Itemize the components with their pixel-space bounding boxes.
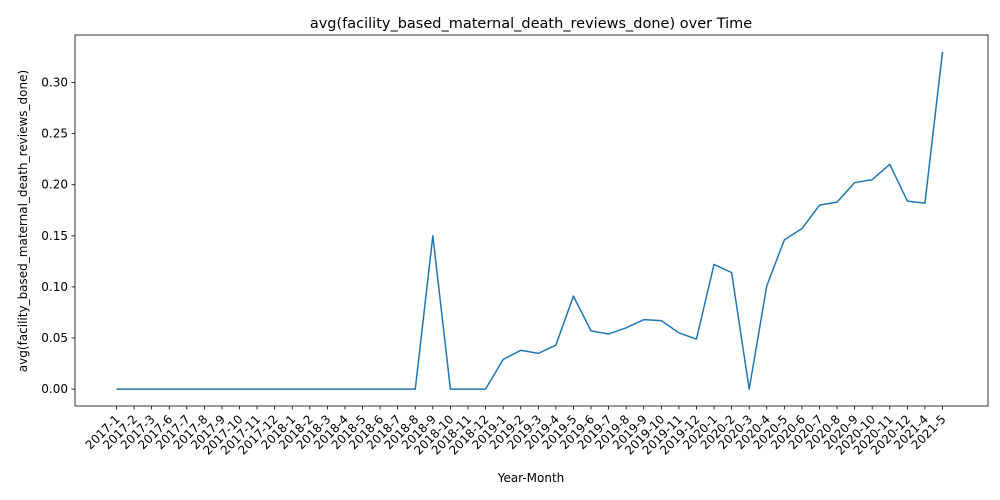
y-tick-label: 0.15 <box>41 229 68 243</box>
y-tick-label: 0.20 <box>41 178 68 192</box>
axes-frame <box>74 34 989 407</box>
y-axis-label: avg(facility_based_maternal_death_review… <box>16 70 30 372</box>
y-tick-label: 0.30 <box>41 76 68 90</box>
y-tick-label: 0.00 <box>41 382 68 396</box>
chart-title: avg(facility_based_maternal_death_review… <box>310 16 752 32</box>
y-tick-label: 0.05 <box>41 331 68 345</box>
plot-area: 0.000.050.100.150.200.250.302017-12017-2… <box>41 34 989 458</box>
y-tick-label: 0.25 <box>41 127 68 141</box>
series-line <box>116 51 944 390</box>
x-axis-label: Year-Month <box>497 471 565 485</box>
y-tick-label: 0.10 <box>41 280 68 294</box>
